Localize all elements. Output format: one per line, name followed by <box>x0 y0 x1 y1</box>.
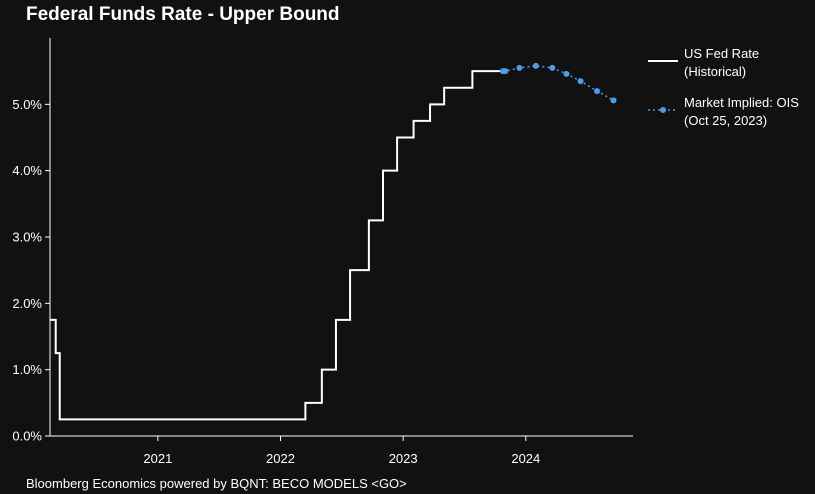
ois-data-point <box>516 64 523 71</box>
x-tick-label: 2021 <box>143 451 172 466</box>
ois-data-point <box>502 68 509 75</box>
legend-label: US Fed Rate <box>684 46 759 61</box>
y-ticks: 0.0% 1.0% 2.0% 3.0% 4.0% 5.0% <box>12 97 50 444</box>
y-tick-label: 0.0% <box>12 429 42 444</box>
ois-data-point <box>577 78 584 85</box>
ois-data-point <box>532 62 539 69</box>
x-tick-label: 2024 <box>511 451 540 466</box>
series-layer <box>50 62 617 421</box>
y-tick-label: 1.0% <box>12 362 42 377</box>
chart-footer-source: Bloomberg Economics powered by BQNT: BEC… <box>26 476 407 491</box>
legend-label: Market Implied: OIS <box>684 95 799 110</box>
ois-data-point <box>610 97 617 104</box>
ois-data-point <box>563 70 570 77</box>
y-tick-label: 2.0% <box>12 296 42 311</box>
x-ticks: 2021 2022 2023 2024 <box>143 436 540 466</box>
x-tick-label: 2022 <box>266 451 295 466</box>
y-tick-label: 3.0% <box>12 230 42 245</box>
legend-label: (Oct 25, 2023) <box>684 113 767 128</box>
legend-swatch-ois-marker <box>660 107 666 113</box>
legend-label: (Historical) <box>684 64 746 79</box>
series-line-ois <box>502 65 614 102</box>
ois-data-point <box>549 64 556 71</box>
y-tick-label: 4.0% <box>12 163 42 178</box>
legend: US Fed Rate (Historical) Market Implied: O… <box>648 46 799 128</box>
x-tick-label: 2023 <box>389 451 418 466</box>
ois-data-point <box>594 88 601 95</box>
series-line-historical <box>50 70 503 421</box>
y-tick-label: 5.0% <box>12 97 42 112</box>
chart-title: Federal Funds Rate - Upper Bound <box>26 4 340 25</box>
chart-axes <box>49 38 633 437</box>
